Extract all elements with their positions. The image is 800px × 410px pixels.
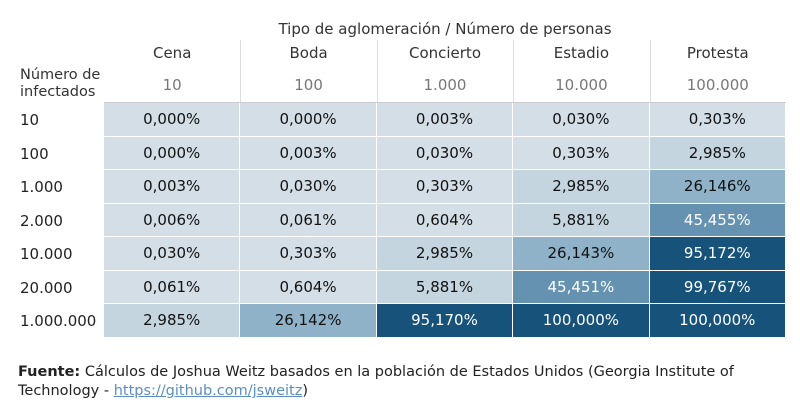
heatmap-cell: 99,767% [649,270,786,304]
heatmap-cell: 45,455% [649,203,786,237]
heatmap-cell: 26,142% [240,304,377,338]
column-label-estadio: Estadio [553,44,609,62]
heatmap-cell: 5,881% [513,203,650,237]
heatmap-cell: 0,003% [104,170,241,204]
heatmap-cell: 0,006% [104,203,241,237]
heatmap-cell: 2,985% [513,170,650,204]
heatmap-cell: 0,003% [376,103,514,137]
column-size-boda: 100 [294,76,323,94]
heatmap-cell: 95,172% [649,237,786,271]
heatmap-cell: 100,000% [649,304,786,338]
source-link[interactable]: https://github.com/jsweitz [113,383,303,399]
heatmap-cell: 0,303% [649,103,786,137]
heatmap-cell: 0,604% [376,203,514,237]
heatmap-cell: 0,000% [104,103,241,137]
heatmap-cell: 26,143% [513,237,650,271]
row-axis-label-line-1: Número de [20,67,101,83]
heatmap-cell: 2,985% [104,304,241,338]
heatmap-cell: 2,985% [649,136,786,170]
row-label: 20.000 [20,278,73,297]
column-separator [240,40,242,102]
column-size-protesta: 100.000 [686,76,749,94]
header-divider [104,102,786,103]
heatmap-cell: 0,030% [104,237,241,271]
column-label-concierto: Concierto [408,44,481,62]
source-note: Fuente: Cálculos de Joshua Weitz basados… [18,363,788,401]
row-label: 100 [20,144,49,163]
heatmap-cell: 0,061% [104,270,241,304]
heatmap-cell: 45,451% [513,270,650,304]
heatmap-cell: 0,003% [240,136,377,170]
heatmap-cell: 26,146% [649,170,786,204]
row-label: 1.000.000 [20,312,97,330]
source-label: Fuente: [18,364,81,380]
column-separator [513,40,515,102]
column-size-cena: 10 [162,76,182,94]
column-separator [649,40,651,102]
heatmap-cell: 100,000% [513,304,650,338]
heatmap-cell: 95,170% [376,304,514,338]
row-axis-label-line-2: infectados [20,84,96,100]
heatmap-cell: 0,303% [513,136,650,170]
heatmap-cell: 0,303% [376,170,514,204]
chart-title: Tipo de aglomeración / Número de persona… [278,20,612,38]
heatmap-cell: 5,881% [376,270,514,304]
column-label-boda: Boda [289,44,328,62]
heatmap-cell: 0,604% [240,270,377,304]
heatmap-cell: 0,030% [240,170,377,204]
heatmap-cell: 2,985% [376,237,514,271]
row-label: 10 [20,111,40,129]
column-size-concierto: 1.000 [423,76,467,94]
column-separator [376,40,378,102]
column-label-cena: Cena [152,44,192,62]
row-label: 10.000 [20,245,73,263]
heatmap-cell: 0,000% [104,136,241,170]
source-closing: ) [302,383,308,399]
row-label: 1.000 [20,178,63,196]
heatmap-cell: 0,061% [240,203,377,237]
heatmap-cell: 0,303% [240,237,377,271]
heatmap-cell: 0,000% [240,103,377,137]
heatmap-cell: 0,030% [513,103,650,137]
column-size-estadio: 10.000 [555,76,608,94]
row-axis-label: Número de infectados [20,67,100,101]
heatmap-cell: 0,030% [376,136,514,170]
source-text: Cálculos de Joshua Weitz basados en la p… [18,364,734,399]
row-label: 2.000 [20,211,63,230]
column-label-protesta: Protesta [686,44,749,62]
